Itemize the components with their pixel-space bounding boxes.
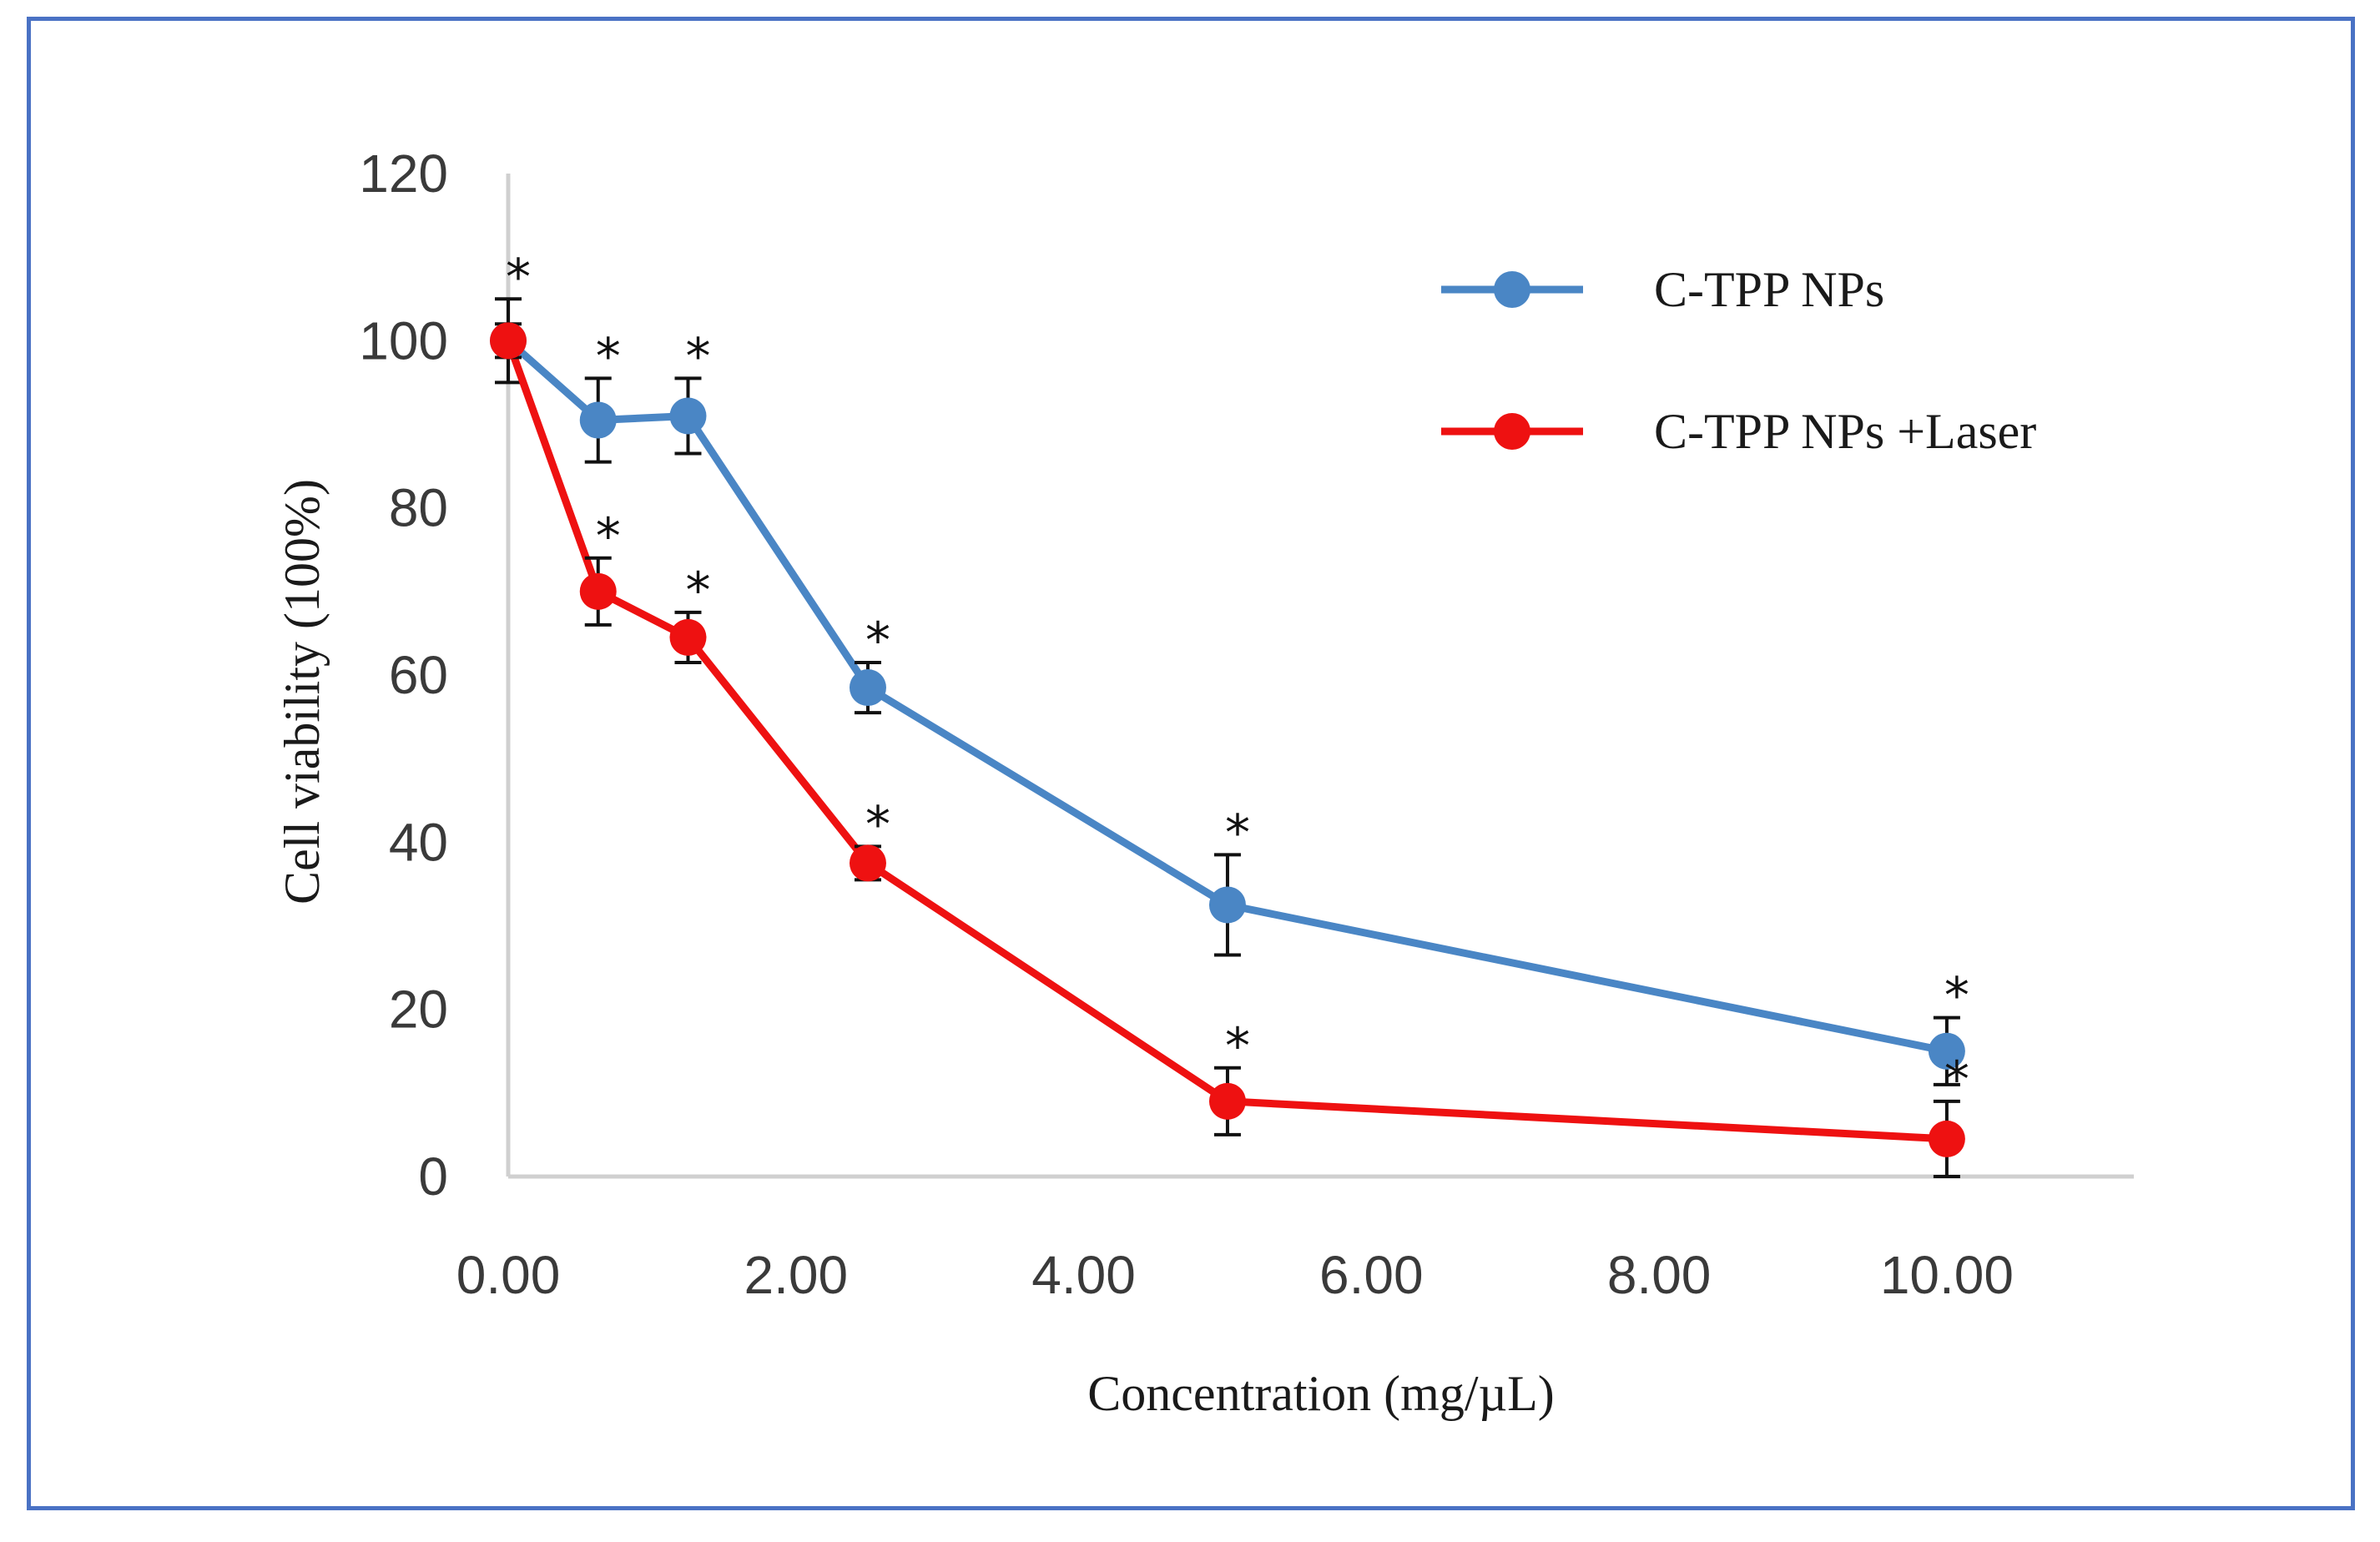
x-tick-labels: 0.00 2.00 4.00 6.00 8.00 10.00 xyxy=(456,1245,2014,1305)
data-point xyxy=(1208,886,1246,924)
series-c-tpp-nps: * * * * * * xyxy=(490,248,1969,1086)
significance-marker: * xyxy=(1944,1051,1969,1109)
figure-frame: 0 20 40 60 80 100 120 0.00 2.00 4.00 6.00 8.00 10.0… xyxy=(27,17,2355,1510)
y-tick-label: 80 xyxy=(389,478,448,538)
significance-marker: * xyxy=(865,612,890,670)
significance-marker: * xyxy=(1944,967,1969,1025)
y-tick-label: 20 xyxy=(389,980,448,1040)
x-tick-label: 2.00 xyxy=(744,1245,848,1305)
x-tick-label: 0.00 xyxy=(456,1245,561,1305)
significance-marker: * xyxy=(685,562,710,620)
y-tick-labels: 0 20 40 60 80 100 120 xyxy=(359,144,448,1207)
x-tick-label: 10.00 xyxy=(1880,1245,2014,1305)
significance-marker: * xyxy=(865,795,890,854)
data-point xyxy=(849,669,886,707)
significance-marker: * xyxy=(1225,804,1250,862)
series-layer: * * * * * * * * * * * xyxy=(490,248,1969,1178)
data-point xyxy=(1208,1082,1246,1120)
legend: C-TPP NPs C-TPP NPs +Laser xyxy=(1441,262,2036,459)
legend-item-c-tpp-nps-laser: C-TPP NPs +Laser xyxy=(1441,404,2036,459)
x-tick-label: 8.00 xyxy=(1607,1245,1712,1305)
x-tick-label: 4.00 xyxy=(1031,1245,1136,1305)
legend-item-c-tpp-nps: C-TPP NPs xyxy=(1441,262,1884,317)
series-c-tpp-nps-laser: * * * * * xyxy=(490,322,1969,1178)
significance-marker: * xyxy=(596,327,621,386)
y-tick-label: 60 xyxy=(389,645,448,705)
y-tick-label: 0 xyxy=(418,1146,448,1207)
significance-marker: * xyxy=(685,327,710,386)
axes xyxy=(506,174,2134,1179)
x-tick-label: 6.00 xyxy=(1319,1245,1424,1305)
series-line-c-tpp-nps-laser xyxy=(504,336,1951,1143)
data-point xyxy=(669,397,707,435)
series-line-c-tpp-nps xyxy=(504,336,1951,1056)
legend-marker-c-tpp-nps xyxy=(1494,271,1530,308)
legend-marker-c-tpp-nps-laser xyxy=(1494,413,1530,450)
legend-label-c-tpp-nps: C-TPP NPs xyxy=(1654,262,1884,317)
data-point xyxy=(579,401,617,439)
significance-marker: * xyxy=(506,248,531,306)
y-tick-label: 40 xyxy=(389,812,448,872)
legend-label-c-tpp-nps-laser: C-TPP NPs +Laser xyxy=(1654,404,2036,459)
data-point xyxy=(1928,1032,1965,1070)
x-axis-title: Concentration (mg/µL) xyxy=(1087,1366,1554,1421)
significance-marker: * xyxy=(596,507,621,566)
data-point xyxy=(849,844,886,882)
y-tick-label: 120 xyxy=(359,144,448,204)
chart: 0 20 40 60 80 100 120 0.00 2.00 4.00 6.00 8.00 10.0… xyxy=(275,144,2134,1421)
data-point xyxy=(669,618,707,656)
data-point xyxy=(579,572,617,610)
data-point xyxy=(490,322,527,360)
y-tick-label: 100 xyxy=(359,310,448,370)
y-axis-title: Cell viability (100%) xyxy=(275,479,330,905)
data-point xyxy=(1928,1120,1965,1157)
significance-marker: * xyxy=(1225,1017,1250,1076)
